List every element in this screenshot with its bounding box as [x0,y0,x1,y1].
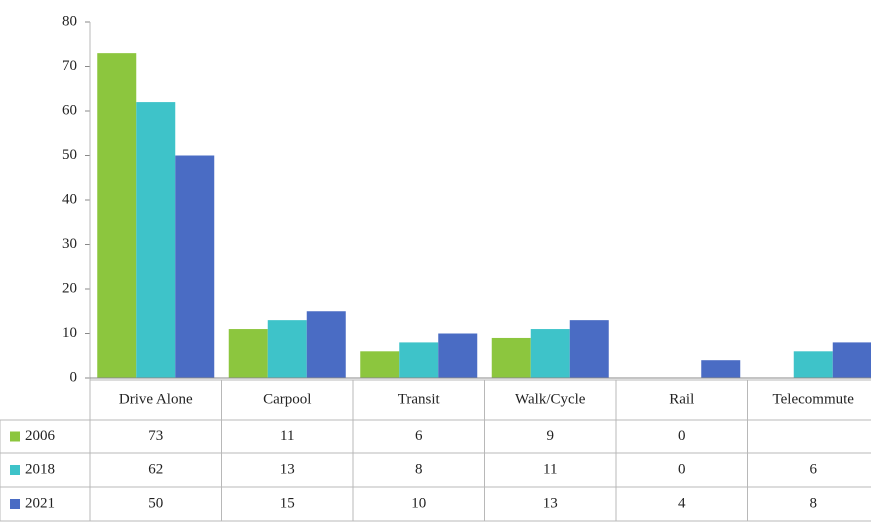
legend-label: 2021 [25,495,55,511]
x-tick-label: Telecommute [773,391,855,407]
y-tick-label: 0 [70,369,78,385]
bar [569,320,609,378]
table-value: 11 [543,461,557,477]
bar [97,53,137,379]
table-value: 0 [678,461,686,477]
bar [136,102,176,378]
table-value: 4 [678,495,686,511]
bar [360,351,400,378]
legend-swatch [10,431,20,442]
bar [267,320,307,378]
legend-swatch [10,499,20,509]
bar [306,311,346,378]
y-tick-label: 20 [62,280,77,296]
table-value: 10 [411,495,426,511]
x-tick-label: Walk/Cycle [515,391,586,407]
x-tick-label: Drive Alone [119,391,193,407]
bar [228,329,268,378]
table-value: 50 [148,495,163,511]
bar [438,333,478,378]
legend-label: 2006 [25,428,56,444]
table-value: 9 [547,428,555,444]
y-tick-label: 70 [62,58,77,74]
table-value: 6 [415,428,423,444]
bar [491,337,531,378]
table-value: 0 [678,428,686,444]
legend-label: 2018 [25,461,55,477]
table-value: 8 [415,461,423,477]
table-value: 11 [280,428,294,444]
y-tick-label: 50 [62,147,77,163]
bar [832,342,871,378]
table-value: 13 [280,461,295,477]
bar [530,329,570,378]
legend-swatch [10,465,20,475]
bar [793,351,833,378]
x-tick-label: Transit [398,391,441,407]
x-tick-label: Rail [669,391,694,407]
bar [175,155,215,378]
y-tick-label: 30 [62,236,77,252]
y-tick-label: 10 [62,325,77,341]
y-tick-label: 40 [62,191,77,207]
bar [399,342,439,378]
table-value: 62 [148,461,163,477]
table-value: 13 [543,495,558,511]
bar [701,360,741,378]
table-value: 15 [280,495,295,511]
table-value: 6 [810,461,818,477]
y-tick-label: 60 [62,102,77,118]
table-value: 8 [810,495,818,511]
x-tick-label: Carpool [263,391,311,407]
table-value: 73 [148,428,163,444]
y-tick-label: 80 [62,13,77,29]
